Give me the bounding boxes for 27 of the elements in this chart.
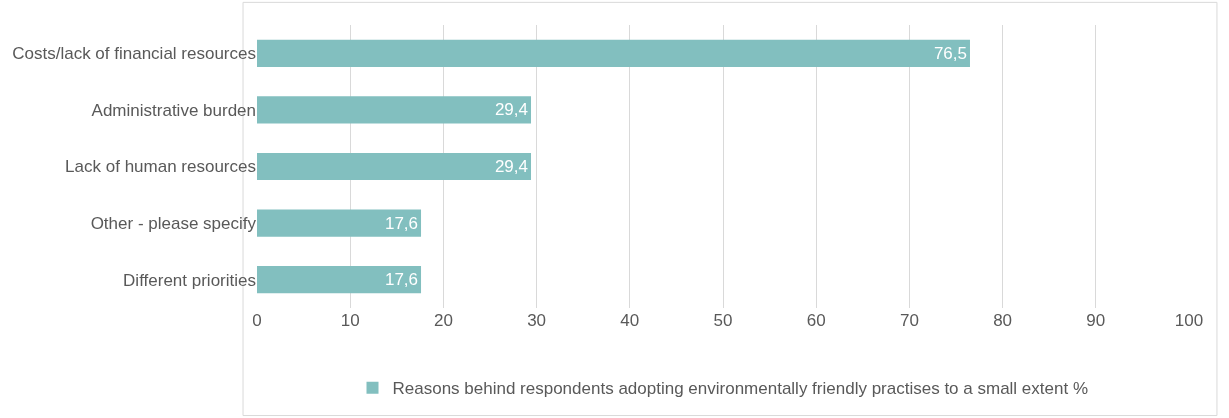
bar: [257, 39, 970, 67]
y-tick-label: Lack of human resources: [65, 157, 256, 177]
y-tick-label: Costs/lack of financial resources: [12, 44, 256, 64]
data-label: 17,6: [384, 213, 419, 233]
x-tick-label: 50: [713, 311, 733, 330]
x-tick-label: 10: [340, 311, 360, 330]
bar: [257, 152, 532, 181]
bar: [257, 266, 422, 294]
y-tick-label: Different priorities: [123, 270, 256, 290]
data-label: 76,5: [933, 43, 967, 63]
x-tick-label: 40: [620, 311, 640, 330]
bar: [257, 209, 422, 237]
x-tick-label: 100: [1174, 311, 1204, 330]
x-tick-label: 90: [1086, 311, 1106, 330]
legend-label: Reasons behind respondents adopting environmentally friendly practises to a small extent %: [392, 379, 1089, 399]
y-tick-label: Administrative burden: [91, 100, 256, 120]
x-tick-label: 20: [433, 311, 453, 330]
bar: [257, 96, 532, 124]
data-label: 29,4: [494, 100, 529, 120]
x-tick-label: 30: [527, 311, 547, 330]
x-tick-label: 70: [899, 311, 919, 330]
y-tick-label: Other - please specify: [90, 214, 257, 234]
x-tick-label: 80: [993, 311, 1013, 330]
data-label: 29,4: [494, 157, 529, 176]
data-label: 17,6: [384, 270, 419, 290]
x-tick-label: 60: [806, 311, 826, 330]
x-tick-label: 0: [252, 311, 262, 330]
